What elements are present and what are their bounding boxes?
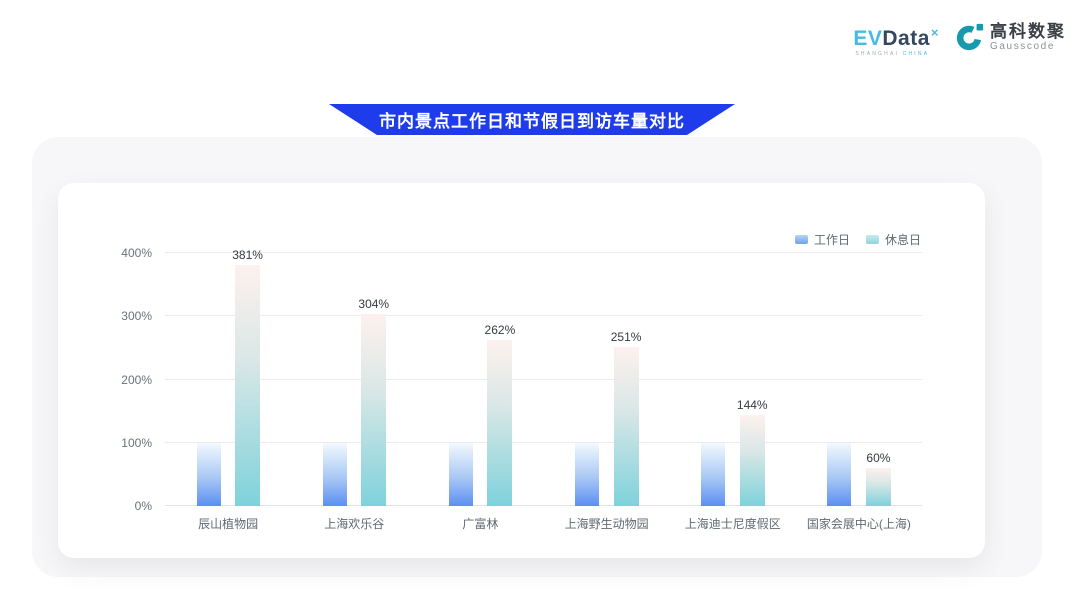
header-logos: EVData× SHANGHAI CHINA 高科数聚 Gausscode: [853, 22, 1066, 57]
bar-restday-0: [235, 265, 261, 506]
legend-item-restday[interactable]: 休息日: [865, 231, 921, 248]
gridline-400: [165, 252, 922, 253]
gridline-300: [165, 315, 922, 317]
value-label-restday-2: 262%: [484, 323, 516, 338]
bar-restday-3: [613, 347, 639, 506]
y-axis-tick-300: 300%: [121, 309, 152, 324]
x-axis-label-3: 上海野生动物园: [564, 517, 649, 531]
chart-title: 市内景点工作日和节假日到访车量对比: [379, 112, 685, 131]
evdata-logo: EVData× SHANGHAI CHINA: [853, 22, 939, 57]
legend-swatch-restday: [865, 235, 879, 244]
bar-workday-3: [575, 442, 600, 506]
gausscode-en-name: Gausscode: [990, 40, 1055, 52]
legend-item-workday[interactable]: 工作日: [794, 231, 850, 248]
value-label-restday-1: 304%: [358, 296, 390, 311]
bar-workday-0: [196, 442, 221, 506]
value-label-restday-5: 60%: [866, 451, 891, 466]
gridline-200: [165, 378, 922, 380]
value-label-restday-0: 381%: [232, 248, 263, 263]
bar-workday-4: [701, 442, 726, 506]
value-label-restday-3: 251%: [610, 330, 642, 345]
legend-swatch-workday: [794, 235, 808, 244]
value-label-restday-4: 144%: [736, 397, 768, 412]
chart-card: 工作日 休息日 381% 304% 262% 251% 144% 60% 0% 100% 20…: [58, 183, 985, 558]
y-axis-tick-400: 400%: [121, 246, 152, 260]
evdata-wordmark: EVData×: [853, 25, 939, 50]
y-axis-tick-100: 100%: [121, 435, 152, 450]
chart-panel: 工作日 休息日 381% 304% 262% 251% 144% 60% 0% 100% 20…: [32, 137, 1042, 577]
legend-label-workday: 工作日: [813, 233, 850, 247]
gridline-0: [165, 505, 922, 506]
x-axis-label-2: 广富林: [462, 517, 499, 531]
bar-workday-5: [827, 442, 852, 506]
evdata-subtext: SHANGHAI CHINA: [855, 51, 930, 57]
x-axis-label-0: 辰山植物园: [198, 517, 259, 531]
gausscode-g-icon: [955, 22, 985, 52]
bar-restday-2: [487, 340, 513, 506]
legend-label-restday: 休息日: [884, 233, 921, 247]
bar-workday-1: [322, 442, 347, 506]
gridline-100: [165, 441, 922, 443]
y-axis-tick-200: 200%: [121, 372, 152, 387]
bar-restday-4: [739, 414, 765, 506]
gausscode-cn-name: 高科数聚: [990, 21, 1066, 41]
y-axis-tick-0: 0%: [134, 499, 152, 513]
chart-legend: 工作日 休息日: [794, 231, 921, 248]
bar-restday-5: [865, 468, 891, 506]
chart-title-banner: 市内景点工作日和节假日到访车量对比: [329, 104, 735, 135]
gausscode-logo: 高科数聚 Gausscode: [955, 22, 1066, 52]
bar-chart-plot: 381% 304% 262% 251% 144% 60%: [165, 248, 922, 506]
x-axis-label-5: 国家会展中心(上海): [806, 517, 911, 531]
bar-workday-2: [448, 442, 473, 506]
bar-restday-1: [361, 313, 387, 506]
x-axis-label-1: 上海欢乐谷: [324, 517, 385, 531]
evdata-x-mark: ×: [930, 25, 939, 40]
x-axis-label-4: 上海迪士尼度假区: [684, 517, 781, 531]
